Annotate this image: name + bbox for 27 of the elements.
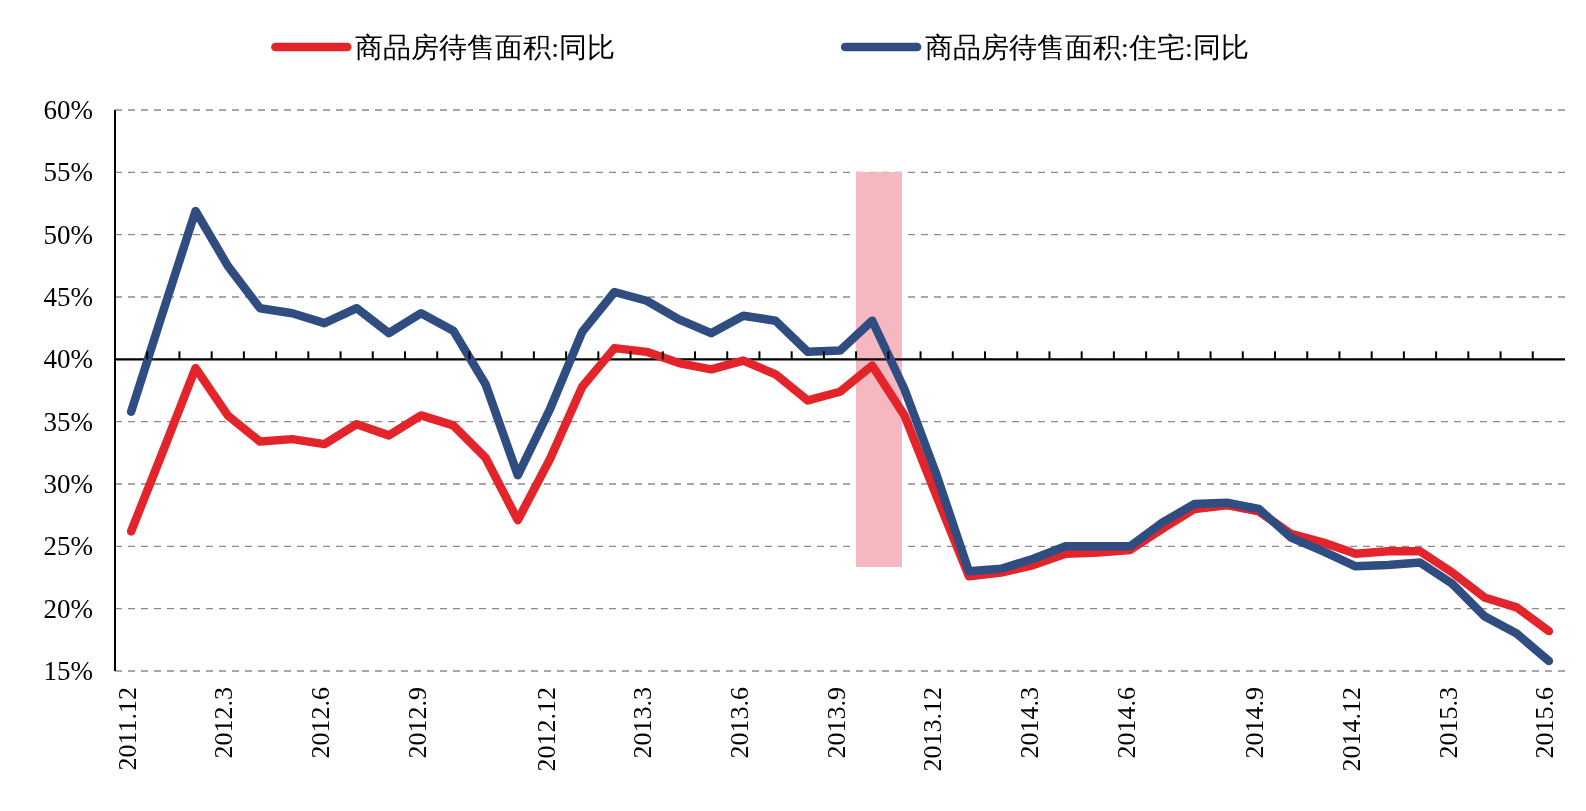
y-tick-label: 25% xyxy=(43,531,93,562)
y-tick-label: 60% xyxy=(43,95,93,125)
y-tick-label: 15% xyxy=(43,656,93,686)
legend-label: 商品房待售面积:住宅:同比 xyxy=(925,31,1249,63)
x-tick-label: 2012.12 xyxy=(531,687,561,772)
y-tick-label: 35% xyxy=(43,406,93,437)
x-tick-label: 2011.12 xyxy=(112,687,142,771)
x-tick-label: 2013.9 xyxy=(821,687,851,759)
x-tick-label: 2013.6 xyxy=(724,687,754,759)
x-tick-label: 2013.3 xyxy=(628,687,658,759)
x-tick-label: 2012.9 xyxy=(402,687,432,759)
x-tick-label: 2015.6 xyxy=(1530,687,1560,759)
y-tick-label: 55% xyxy=(43,157,93,188)
y-tick-label: 50% xyxy=(43,219,93,250)
y-tick-label: 30% xyxy=(43,469,93,499)
y-tick-label: 45% xyxy=(43,282,93,312)
legend-label: 商品房待售面积:同比 xyxy=(355,31,616,63)
x-tick-label: 2012.3 xyxy=(209,687,239,759)
y-tick-label: 40% xyxy=(43,344,93,375)
x-tick-label: 2014.12 xyxy=(1337,687,1367,772)
x-tick-label: 2013.12 xyxy=(918,687,948,772)
x-tick-label: 2012.6 xyxy=(305,687,335,759)
x-tick-label: 2014.9 xyxy=(1240,687,1270,759)
x-tick-label: 2014.6 xyxy=(1111,687,1141,759)
x-tick-label: 2014.3 xyxy=(1014,687,1044,759)
y-tick-label: 20% xyxy=(43,593,93,624)
x-tick-label: 2015.3 xyxy=(1433,687,1463,759)
